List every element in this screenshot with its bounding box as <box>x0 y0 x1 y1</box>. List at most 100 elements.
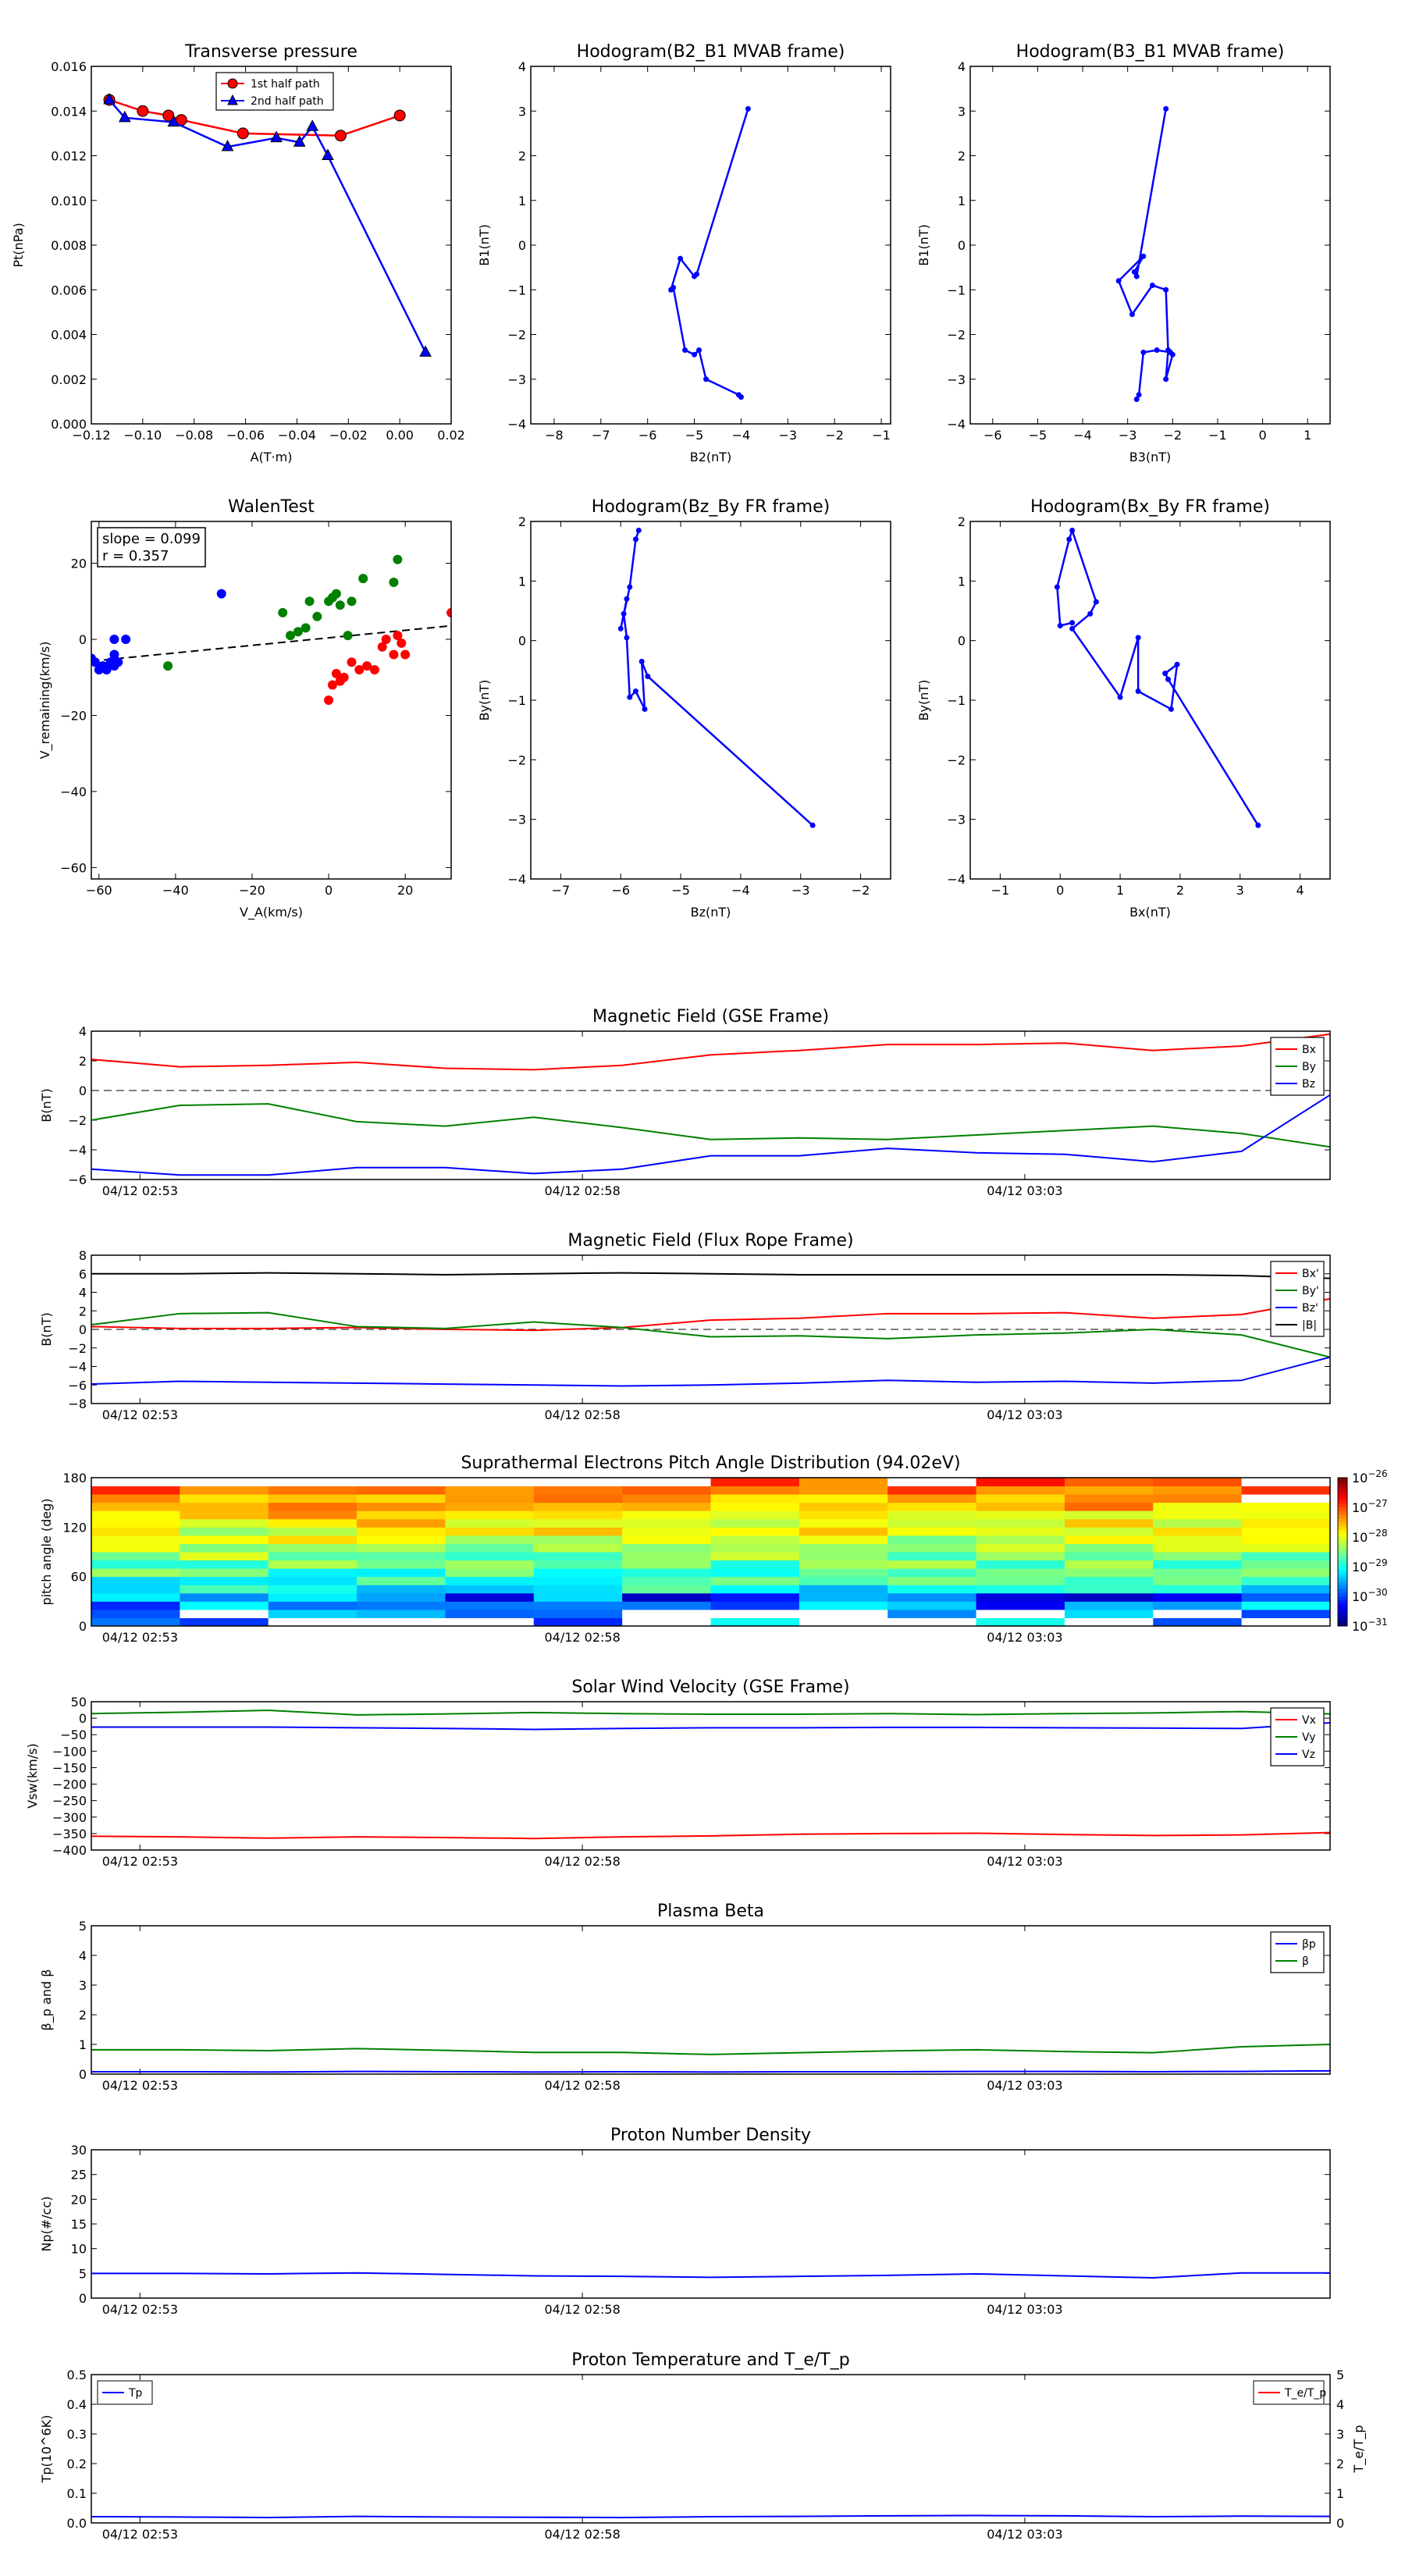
heatmap-cell <box>357 1617 446 1626</box>
x-axis-label: V_A(km/s) <box>240 905 303 920</box>
x-tick-label: −1 <box>872 428 891 443</box>
heatmap-cell <box>976 1535 1065 1544</box>
y-tick-label: 180 <box>62 1471 87 1485</box>
heatmap-cell <box>1153 1518 1243 1528</box>
heatmap-cell <box>799 1535 888 1544</box>
marker-dot <box>738 394 744 400</box>
marker-dot <box>1057 623 1063 629</box>
plot-area <box>91 1709 1330 1840</box>
heatmap-cell <box>887 1601 977 1610</box>
scatter-point-green <box>293 627 303 637</box>
marker-dot <box>1093 599 1099 605</box>
heatmap-cell <box>357 1485 446 1495</box>
heatmap-cell <box>533 1502 623 1511</box>
heatmap-cell <box>976 1568 1065 1578</box>
heatmap-cell <box>1153 1617 1243 1626</box>
y-tick-label: −4 <box>507 872 526 887</box>
heatmap-cell <box>887 1560 977 1569</box>
colorbar-cell <box>1338 1496 1347 1500</box>
scatter-point-red <box>327 680 337 690</box>
heatmap-cell <box>268 1543 357 1553</box>
x-axis-label: B2(nT) <box>690 450 732 464</box>
x-tick-label: −4 <box>731 883 750 898</box>
legend-label: 2nd half path <box>251 95 324 108</box>
heatmap-cell <box>445 1609 535 1618</box>
heatmap-cell <box>445 1502 535 1511</box>
series-line-Bz <box>91 1094 1330 1176</box>
heatmap-cell <box>976 1609 1065 1618</box>
marker-dot <box>1163 105 1169 112</box>
heatmap-cell <box>180 1510 269 1520</box>
heatmap-cell <box>1064 1585 1154 1594</box>
heatmap-cell <box>357 1543 446 1553</box>
heatmap-cell <box>533 1617 623 1626</box>
panel-title: Hodogram(B3_B1 MVAB frame) <box>1016 42 1285 62</box>
legend-label: Vx <box>1302 1714 1316 1727</box>
heatmap-cell <box>1153 1527 1243 1536</box>
y-tick-label: 0.012 <box>51 149 87 164</box>
heatmap-cell <box>1241 1527 1330 1536</box>
heatmap-cell <box>710 1527 800 1536</box>
heatmap-cell <box>622 1478 711 1487</box>
heatmap-cell <box>91 1535 180 1544</box>
heatmap-cell <box>91 1576 180 1585</box>
y-tick-label: 0 <box>958 634 966 649</box>
heatmap-cell <box>976 1478 1065 1487</box>
colorbar-cell <box>1338 1603 1347 1608</box>
y-axis-label: Vsw(km/s) <box>25 1743 40 1808</box>
marker-triangle <box>221 139 234 151</box>
y-tick-label: 1 <box>518 574 526 589</box>
heatmap-cell <box>1241 1478 1330 1487</box>
scatter-point-red <box>393 631 403 641</box>
scatter-point-blue <box>113 657 123 667</box>
heatmap-cell <box>1241 1494 1330 1503</box>
x-tick-label: −7 <box>552 883 571 898</box>
scatter-point-red <box>381 635 391 645</box>
heatmap-cell <box>268 1502 357 1511</box>
heatmap-cell <box>1064 1543 1154 1553</box>
y-tick-label: 25 <box>71 2168 87 2183</box>
heatmap-cell <box>1064 1535 1154 1544</box>
marker-triangle <box>293 135 306 147</box>
marker-dot <box>745 105 751 112</box>
heatmap-cell <box>622 1527 711 1536</box>
panel-tp: Proton Temperature and T_e/T_p 0.0 0.1 0.2 0… <box>39 2350 1367 2542</box>
heatmap-cell <box>976 1502 1065 1511</box>
y2-tick-label: 2 <box>1336 2457 1344 2471</box>
y-tick-label: 0 <box>518 238 526 253</box>
y-tick-label: −3 <box>507 813 526 827</box>
colorbar-cell <box>1338 1599 1347 1604</box>
plot-area <box>91 1272 1330 1387</box>
y-tick-label: 2 <box>518 514 526 529</box>
heatmap-cell <box>268 1560 357 1569</box>
y-tick-label: −1 <box>507 693 526 708</box>
scatter-point-red <box>377 642 387 652</box>
heatmap-cell <box>357 1601 446 1610</box>
panel-walen: WalenTest −60 −40 −20 0 20 −60 −40 −20 0 20 V_A(km/… <box>37 497 452 920</box>
x-tick-label: 04/12 03:03 <box>987 2527 1062 2542</box>
y-tick-label: 0.004 <box>51 328 87 343</box>
marker-dot <box>1069 527 1076 533</box>
y-tick-label: −250 <box>52 1794 87 1809</box>
panel-title: Solar Wind Velocity (GSE Frame) <box>571 1678 849 1697</box>
heatmap-cell <box>710 1494 800 1503</box>
scatter-point-red <box>331 668 341 678</box>
heatmap-cell <box>622 1485 711 1495</box>
y-tick-label: −40 <box>60 785 87 799</box>
marker-dot <box>1163 286 1169 293</box>
colorbar-cell <box>1338 1582 1347 1586</box>
colorbar-cell <box>1338 1529 1347 1534</box>
colorbar-cell <box>1338 1567 1347 1571</box>
y-tick-label: 0.4 <box>67 2397 87 2412</box>
x-tick-label: −60 <box>86 883 112 898</box>
heatmap-cell <box>1241 1576 1330 1585</box>
y-tick-label: −2 <box>68 1341 87 1356</box>
heatmap-cell <box>1153 1592 1243 1602</box>
colorbar-cell <box>1338 1555 1347 1560</box>
x-tick-label: 04/12 02:58 <box>544 2302 620 2317</box>
heatmap-cell <box>976 1494 1065 1503</box>
series-line-path <box>1117 109 1174 400</box>
heatmap-cell <box>357 1552 446 1561</box>
y-tick-label: 0.008 <box>51 238 87 253</box>
heatmap-cell <box>976 1601 1065 1610</box>
